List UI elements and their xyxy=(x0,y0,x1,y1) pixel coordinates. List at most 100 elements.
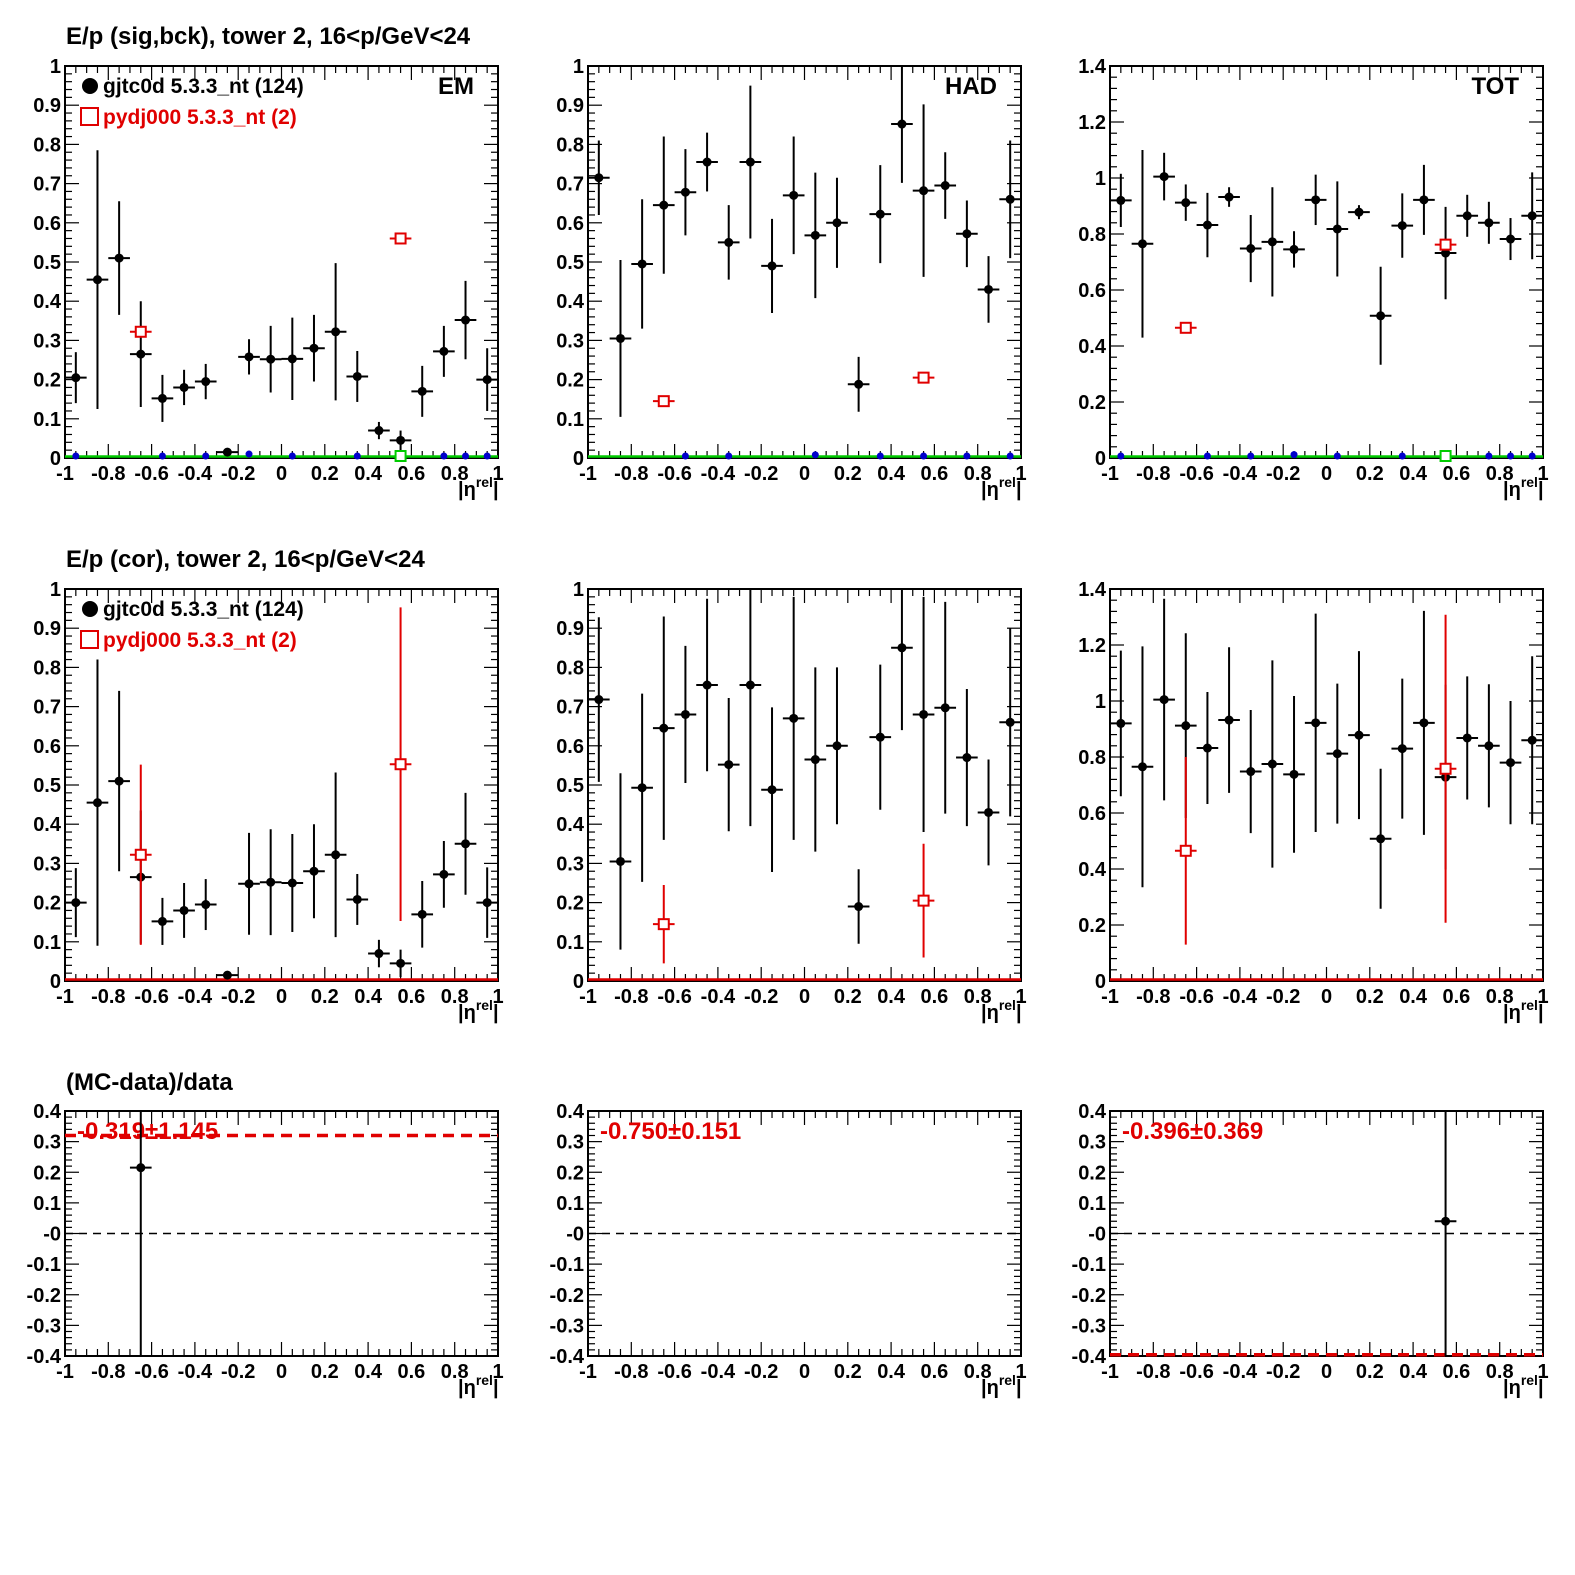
x-tick-label: 0.6 xyxy=(1442,1361,1470,1383)
data-point xyxy=(179,382,189,392)
data-point xyxy=(680,187,690,197)
y-tick-label: 0.1 xyxy=(1078,1193,1106,1215)
x-tick-label: 0.6 xyxy=(1442,463,1470,485)
x-tick-label: 1 xyxy=(1015,1361,1026,1383)
x-tick-label: -0.2 xyxy=(744,986,778,1008)
x-tick-label: 0.4 xyxy=(1399,986,1428,1008)
data-point xyxy=(854,902,864,912)
row-title-1: E/p (cor), tower 2, 16<p/GeV<24 xyxy=(66,546,425,573)
data-point xyxy=(352,371,362,381)
x-tick-label: 1 xyxy=(1537,1361,1548,1383)
blue-point xyxy=(920,452,928,460)
x-tick-label: 0 xyxy=(1321,1361,1332,1383)
x-tick-label: -0.4 xyxy=(701,986,736,1008)
data-point xyxy=(1354,730,1364,740)
data-point xyxy=(615,856,625,866)
x-tick-label: -0.4 xyxy=(1223,1361,1258,1383)
y-tick-label: 1 xyxy=(50,56,61,78)
x-tick-label: 0.2 xyxy=(834,986,862,1008)
y-tick-label: 0.6 xyxy=(1078,803,1106,825)
y-tick-label: 0 xyxy=(573,448,584,470)
y-tick-label: 0.7 xyxy=(33,174,61,196)
x-tick-label: 0 xyxy=(799,463,810,485)
data-point xyxy=(244,352,254,362)
data-point xyxy=(179,905,189,915)
x-tick-label: 0 xyxy=(276,1361,287,1383)
data-point xyxy=(331,850,341,860)
blue-point xyxy=(811,451,819,459)
data-point xyxy=(114,776,124,786)
data-point xyxy=(1506,234,1516,244)
y-tick-label: 0.4 xyxy=(1078,1101,1107,1123)
x-tick-label: -0.6 xyxy=(657,463,691,485)
y-tick-label: 0.4 xyxy=(33,1101,62,1123)
panel-0-2: -1 -0.8 -0.6 -0.4 -0.2 0 0.2 0.4 0.6 0.8 1|ηrel|00… xyxy=(1078,56,1548,501)
row-title-0: E/p (sig,bck), tower 2, 16<p/GeV<24 xyxy=(66,23,471,50)
data-point xyxy=(615,333,625,343)
corner-label: EM xyxy=(438,73,474,100)
mc-point xyxy=(1179,844,1192,857)
y-tick-label: 0.1 xyxy=(33,932,61,954)
x-tick-label: 0.4 xyxy=(1399,1361,1428,1383)
data-point xyxy=(659,723,669,733)
panel-1-2: -1 -0.8 -0.6 -0.4 -0.2 0 0.2 0.4 0.6 0.8 1|ηrel|00… xyxy=(1078,579,1548,1024)
x-tick-label: 0.8 xyxy=(1486,1361,1514,1383)
y-tick-label: 0.9 xyxy=(556,618,584,640)
x-tick-label: 0.6 xyxy=(920,1361,948,1383)
data-point xyxy=(702,157,712,167)
y-tick-label: 0.1 xyxy=(33,1193,61,1215)
ratio-value: -0.750±0.151 xyxy=(600,1118,741,1145)
x-tick-label: 0.2 xyxy=(311,1361,339,1383)
blue-point xyxy=(1485,452,1493,460)
y-tick-label: 0.4 xyxy=(556,291,585,313)
x-tick-label: -0.4 xyxy=(1223,986,1258,1008)
blue-point xyxy=(1528,452,1536,460)
panel-2-1: -1 -0.8 -0.6 -0.4 -0.2 0 0.2 0.4 0.6 0.8 1|ηrel| -0… xyxy=(550,1101,1027,1399)
y-tick-label: 0.2 xyxy=(33,1162,61,1184)
y-tick-label: 1.4 xyxy=(1078,56,1107,78)
x-tick-label: -1 xyxy=(1101,986,1119,1008)
x-tick-label: -0.6 xyxy=(1179,986,1213,1008)
data-point xyxy=(745,680,755,690)
x-tick-label: -1 xyxy=(56,986,74,1008)
blue-point xyxy=(202,452,210,460)
blue-point xyxy=(1333,452,1341,460)
x-tick-label: 0.2 xyxy=(834,1361,862,1383)
data-point xyxy=(1116,718,1126,728)
data-point xyxy=(919,186,929,196)
data-point xyxy=(1484,218,1494,228)
y-tick-label: -0.4 xyxy=(27,1346,62,1368)
x-tick-label: -0.6 xyxy=(134,463,168,485)
data-point xyxy=(136,349,146,359)
data-point xyxy=(92,798,102,808)
data-point xyxy=(287,878,297,888)
data-point xyxy=(1246,244,1256,254)
data-point xyxy=(1462,211,1472,221)
ratio-value: -0.396±0.369 xyxy=(1122,1118,1263,1145)
x-axis-label: |ηrel| xyxy=(981,1372,1022,1399)
legend-mc-marker xyxy=(80,107,99,126)
data-point xyxy=(767,261,777,271)
y-tick-label: 0 xyxy=(573,971,584,993)
x-axis-label: |ηrel| xyxy=(981,997,1022,1024)
panel-0-0: -1 -0.8 -0.6 -0.4 -0.2 0 0.2 0.4 0.6 0.8 1|ηrel|00… xyxy=(33,56,503,501)
data-point xyxy=(810,755,820,765)
x-tick-label: -0.8 xyxy=(614,986,648,1008)
x-tick-label: -0.8 xyxy=(614,1361,648,1383)
blue-point xyxy=(288,452,296,460)
y-tick-label: 0.3 xyxy=(556,330,584,352)
y-tick-label: 0.2 xyxy=(556,1162,584,1184)
panel-2-0: -1 -0.8 -0.6 -0.4 -0.2 0 0.2 0.4 0.6 0.8 1|ηrel| -0… xyxy=(27,1101,504,1399)
x-tick-label: 0.4 xyxy=(354,1361,383,1383)
data-point xyxy=(374,949,384,959)
data-point xyxy=(594,695,604,705)
data-point xyxy=(201,377,211,387)
blue-point xyxy=(440,452,448,460)
x-tick-label: 0 xyxy=(1321,463,1332,485)
blue-point xyxy=(1117,452,1125,460)
data-point xyxy=(637,783,647,793)
y-tick-label: -0.1 xyxy=(550,1254,584,1276)
data-point xyxy=(1224,715,1234,725)
y-tick-label: -0.2 xyxy=(27,1285,61,1307)
y-tick-label: 0.3 xyxy=(1078,1132,1106,1154)
